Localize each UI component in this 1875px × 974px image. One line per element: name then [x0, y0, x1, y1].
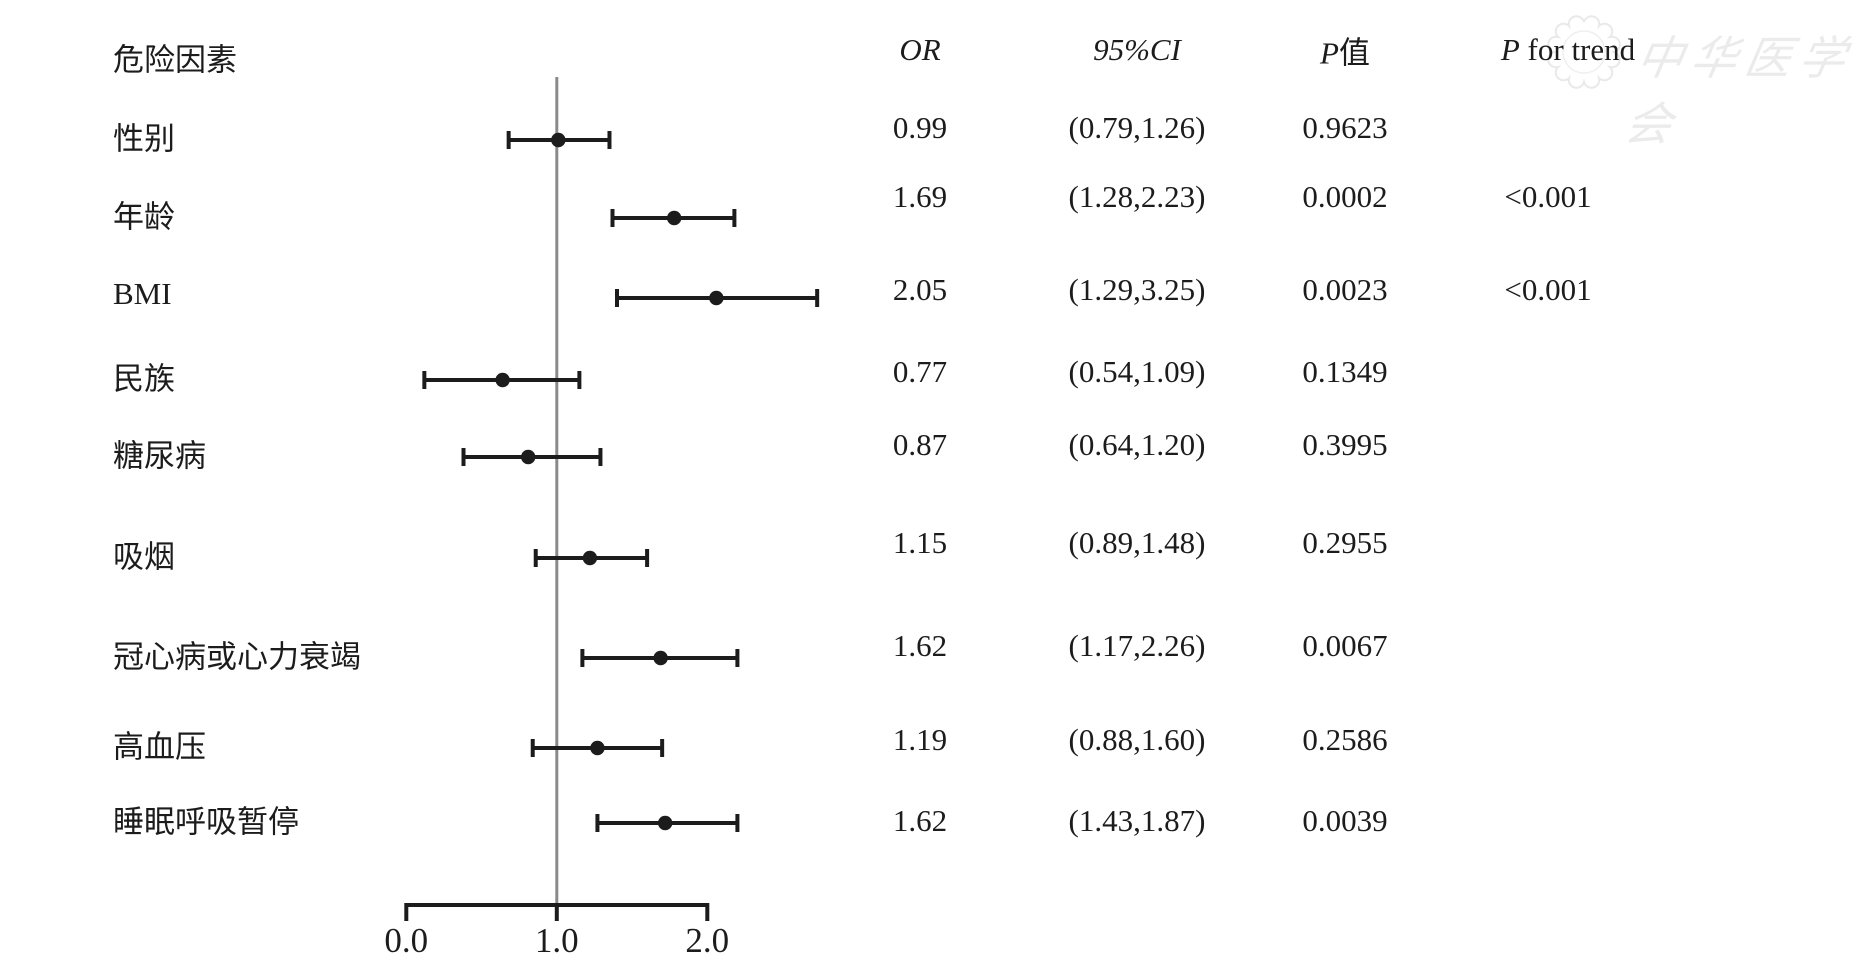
ci-value: (0.79,1.26): [1068, 110, 1206, 145]
x-tick-label: 0.0: [384, 921, 429, 960]
point-estimate: [521, 449, 536, 465]
column-header-p-italic: P: [1320, 35, 1339, 71]
row-label: 民族: [113, 361, 175, 397]
column-header-ci: 95%CI: [1093, 32, 1181, 67]
or-value: 0.87: [892, 427, 948, 462]
ci-value: (0.89,1.48): [1068, 525, 1206, 560]
point-estimate: [709, 290, 724, 306]
point-estimate: [495, 372, 510, 388]
or-value: 0.77: [892, 354, 948, 389]
column-header-p: P值: [1320, 28, 1370, 73]
ci-value: (1.43,1.87): [1068, 803, 1206, 838]
p-value: 0.0067: [1302, 628, 1388, 663]
p-value: 0.0002: [1302, 179, 1388, 214]
ci-value: (0.88,1.60): [1068, 722, 1206, 757]
column-header-p-trend: P for trend: [1501, 32, 1635, 68]
p-value: 0.0023: [1302, 272, 1388, 307]
or-value: 1.69: [892, 179, 948, 214]
p-value: 0.0039: [1302, 803, 1388, 838]
column-header-factor: 危险因素: [113, 42, 237, 78]
row-label: 冠心病或心力衰竭: [113, 639, 361, 675]
p-value: 0.9623: [1302, 110, 1388, 145]
p-trend-value: <0.001: [1504, 272, 1592, 307]
or-value: 1.62: [892, 628, 948, 663]
p-value: 0.2586: [1302, 722, 1388, 757]
column-header-p-suffix: 值: [1338, 35, 1370, 71]
point-estimate: [551, 132, 566, 148]
row-label: 吸烟: [113, 539, 175, 575]
column-header-or: OR: [899, 32, 941, 67]
point-estimate: [582, 550, 598, 566]
p-value: 0.1349: [1302, 354, 1388, 389]
column-header-p-trend-suffix: for trend: [1519, 32, 1636, 67]
point-estimate: [657, 815, 673, 831]
ci-value: (1.28,2.23): [1068, 179, 1206, 214]
row-label: 年龄: [113, 199, 175, 235]
or-value: 1.15: [892, 525, 948, 560]
p-trend-value: <0.001: [1504, 179, 1592, 214]
p-value: 0.3995: [1302, 427, 1388, 462]
or-value: 2.05: [892, 272, 948, 307]
p-value: 0.2955: [1302, 525, 1388, 560]
point-estimate: [590, 740, 605, 756]
or-value: 0.99: [892, 110, 948, 145]
row-label: 高血压: [113, 729, 206, 765]
or-value: 1.62: [892, 803, 948, 838]
row-label: BMI: [113, 276, 172, 311]
x-tick-label: 1.0: [534, 921, 579, 960]
ci-value: (1.29,3.25): [1068, 272, 1206, 307]
row-label: 性别: [113, 121, 175, 157]
cma-seal-icon: [1547, 15, 1621, 89]
point-estimate: [666, 210, 682, 226]
cma-watermark-text: 中华医学会: [1621, 33, 1858, 150]
column-header-p-trend-italic: P: [1500, 32, 1520, 67]
ci-value: (0.54,1.09): [1068, 354, 1206, 389]
ci-value: (1.17,2.26): [1068, 628, 1206, 663]
cma-seal-inner-ring: [1562, 30, 1606, 74]
row-label: 糖尿病: [113, 438, 206, 474]
ci-value: (0.64,1.20): [1068, 427, 1206, 462]
or-value: 1.19: [892, 722, 948, 757]
point-estimate: [653, 650, 668, 666]
x-tick-label: 2.0: [685, 921, 730, 960]
row-label: 睡眠呼吸暂停: [113, 804, 299, 840]
